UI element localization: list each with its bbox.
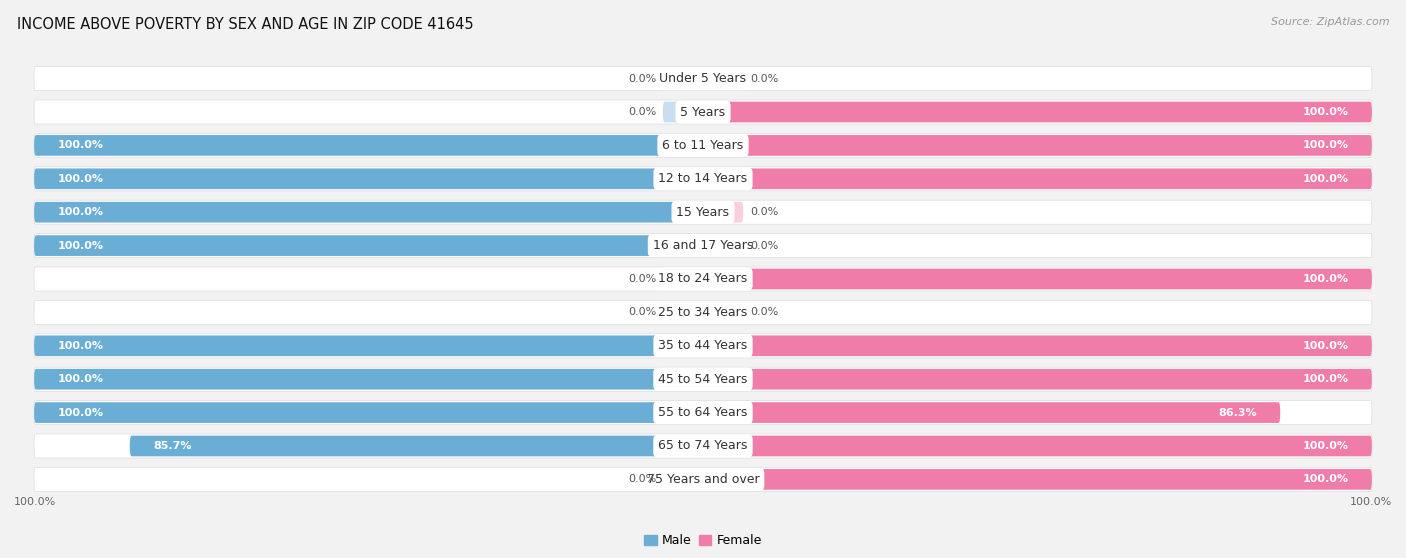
Text: 85.7%: 85.7% [153,441,191,451]
Text: 100.0%: 100.0% [1302,341,1348,351]
Text: 100.0%: 100.0% [58,407,104,417]
Text: 5 Years: 5 Years [681,105,725,118]
FancyBboxPatch shape [34,434,1372,458]
Text: 0.0%: 0.0% [749,207,778,217]
FancyBboxPatch shape [34,167,1372,191]
Text: 0.0%: 0.0% [628,307,657,318]
Text: 35 to 44 Years: 35 to 44 Years [658,339,748,352]
FancyBboxPatch shape [662,469,703,490]
FancyBboxPatch shape [703,169,1372,189]
Text: Under 5 Years: Under 5 Years [659,72,747,85]
FancyBboxPatch shape [34,335,703,356]
Legend: Male, Female: Male, Female [644,535,762,547]
FancyBboxPatch shape [662,68,703,89]
FancyBboxPatch shape [662,268,703,290]
Text: 65 to 74 Years: 65 to 74 Years [658,440,748,453]
Text: 55 to 64 Years: 55 to 64 Years [658,406,748,419]
FancyBboxPatch shape [703,202,744,223]
FancyBboxPatch shape [34,401,1372,425]
Text: 100.0%: 100.0% [58,207,104,217]
FancyBboxPatch shape [34,468,1372,492]
Text: 0.0%: 0.0% [628,74,657,84]
FancyBboxPatch shape [34,169,703,189]
FancyBboxPatch shape [34,66,1372,90]
FancyBboxPatch shape [662,102,703,122]
Text: 25 to 34 Years: 25 to 34 Years [658,306,748,319]
Text: 100.0%: 100.0% [1302,107,1348,117]
FancyBboxPatch shape [34,369,703,389]
FancyBboxPatch shape [34,235,703,256]
FancyBboxPatch shape [34,334,1372,358]
FancyBboxPatch shape [703,436,1372,456]
FancyBboxPatch shape [34,135,703,156]
FancyBboxPatch shape [703,102,1372,122]
Text: 0.0%: 0.0% [628,474,657,484]
Text: 75 Years and over: 75 Years and over [647,473,759,486]
Text: 100.0%: 100.0% [1302,374,1348,384]
FancyBboxPatch shape [703,235,744,256]
Text: 15 Years: 15 Years [676,206,730,219]
Text: 16 and 17 Years: 16 and 17 Years [652,239,754,252]
Text: 0.0%: 0.0% [628,274,657,284]
Text: 100.0%: 100.0% [1350,497,1392,507]
FancyBboxPatch shape [34,402,703,423]
Text: 100.0%: 100.0% [58,341,104,351]
FancyBboxPatch shape [703,302,744,323]
Text: 100.0%: 100.0% [1302,441,1348,451]
Text: 100.0%: 100.0% [58,141,104,151]
FancyBboxPatch shape [34,367,1372,391]
Text: 0.0%: 0.0% [749,240,778,251]
Text: Source: ZipAtlas.com: Source: ZipAtlas.com [1271,17,1389,27]
Text: 100.0%: 100.0% [58,240,104,251]
Text: 0.0%: 0.0% [749,307,778,318]
FancyBboxPatch shape [703,135,1372,156]
Text: INCOME ABOVE POVERTY BY SEX AND AGE IN ZIP CODE 41645: INCOME ABOVE POVERTY BY SEX AND AGE IN Z… [17,17,474,32]
Text: 18 to 24 Years: 18 to 24 Years [658,272,748,286]
FancyBboxPatch shape [34,202,703,223]
FancyBboxPatch shape [34,234,1372,258]
FancyBboxPatch shape [703,469,1372,490]
FancyBboxPatch shape [703,335,1372,356]
Text: 0.0%: 0.0% [749,74,778,84]
FancyBboxPatch shape [129,436,703,456]
Text: 45 to 54 Years: 45 to 54 Years [658,373,748,386]
Text: 12 to 14 Years: 12 to 14 Years [658,172,748,185]
FancyBboxPatch shape [703,402,1281,423]
Text: 100.0%: 100.0% [1302,174,1348,184]
Text: 100.0%: 100.0% [1302,474,1348,484]
FancyBboxPatch shape [34,300,1372,324]
FancyBboxPatch shape [703,369,1372,389]
FancyBboxPatch shape [662,302,703,323]
FancyBboxPatch shape [34,200,1372,224]
FancyBboxPatch shape [34,100,1372,124]
Text: 100.0%: 100.0% [1302,274,1348,284]
Text: 6 to 11 Years: 6 to 11 Years [662,139,744,152]
FancyBboxPatch shape [34,133,1372,157]
FancyBboxPatch shape [34,267,1372,291]
Text: 100.0%: 100.0% [1302,141,1348,151]
Text: 0.0%: 0.0% [628,107,657,117]
Text: 100.0%: 100.0% [14,497,56,507]
Text: 100.0%: 100.0% [58,374,104,384]
FancyBboxPatch shape [703,68,744,89]
Text: 100.0%: 100.0% [58,174,104,184]
Text: 86.3%: 86.3% [1218,407,1257,417]
FancyBboxPatch shape [703,268,1372,290]
